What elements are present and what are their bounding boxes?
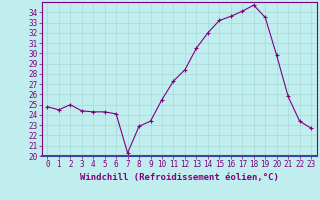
- X-axis label: Windchill (Refroidissement éolien,°C): Windchill (Refroidissement éolien,°C): [80, 173, 279, 182]
